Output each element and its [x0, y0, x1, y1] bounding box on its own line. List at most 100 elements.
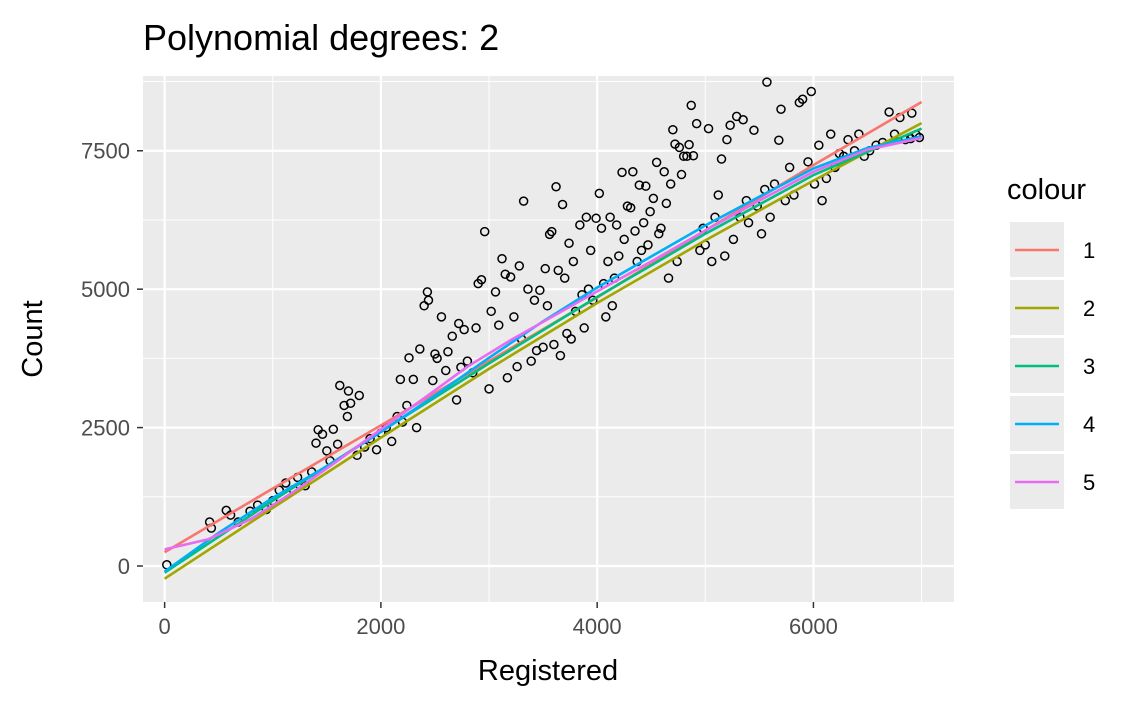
- data-point: [682, 151, 692, 162]
- data-point: [713, 190, 724, 200]
- data-point: [542, 301, 553, 311]
- data-point: [605, 212, 615, 222]
- data-point: [645, 206, 655, 217]
- series-line-3: [163, 127, 923, 574]
- data-point: [591, 213, 601, 224]
- data-point: [648, 193, 659, 204]
- data-point: [484, 384, 494, 394]
- data-point: [774, 135, 784, 145]
- data-point: [451, 395, 462, 405]
- data-point: [743, 217, 754, 228]
- data-point: [486, 306, 496, 317]
- data-point: [423, 295, 434, 305]
- data-point: [430, 349, 440, 359]
- data-point: [611, 220, 622, 230]
- data-point: [643, 240, 653, 250]
- legend: colour 1 2 3 4 5: [1007, 174, 1095, 509]
- data-point: [806, 86, 817, 97]
- data-point: [518, 196, 529, 206]
- data-point: [436, 312, 447, 322]
- data-point: [594, 188, 605, 199]
- data-point: [462, 356, 473, 366]
- data-point: [497, 253, 507, 264]
- data-point: [500, 269, 510, 279]
- data-point: [674, 142, 685, 153]
- data-point: [651, 157, 662, 168]
- fit-lines: [163, 100, 923, 580]
- data-point: [678, 151, 689, 162]
- data-point: [551, 181, 561, 192]
- data-point: [797, 94, 808, 105]
- legend-label-3: 3: [1083, 354, 1095, 379]
- data-point: [494, 320, 504, 330]
- data-point: [659, 167, 669, 177]
- data-point: [538, 342, 548, 353]
- data-point: [415, 344, 425, 354]
- data-point: [684, 139, 694, 150]
- chart-title: Polynomial degrees: 2: [143, 17, 499, 58]
- data-point: [619, 234, 629, 245]
- data-point: [607, 301, 618, 311]
- series-line-5: [164, 136, 922, 551]
- data-point: [328, 424, 339, 435]
- data-point: [546, 226, 557, 237]
- data-point: [453, 318, 464, 329]
- data-point: [722, 134, 732, 145]
- data-point: [404, 353, 414, 363]
- data-point: [476, 275, 487, 285]
- data-point: [559, 273, 570, 283]
- data-point: [335, 380, 345, 391]
- data-point: [343, 386, 354, 396]
- data-point: [544, 229, 555, 240]
- data-point: [601, 312, 611, 322]
- data-point: [526, 356, 536, 366]
- data-point: [512, 361, 522, 372]
- data-point: [654, 229, 664, 239]
- y-tick-label: 2500: [81, 416, 130, 441]
- data-point: [432, 353, 442, 364]
- data-point: [814, 140, 824, 150]
- data-point: [634, 180, 645, 190]
- y-axis-title: Count: [17, 300, 49, 377]
- data-point: [725, 120, 735, 131]
- axes: 0 2000 4000 6000 0 2500 5000 7500: [81, 139, 838, 639]
- data-point: [322, 446, 332, 456]
- data-point: [549, 339, 559, 350]
- x-tick-label: 6000: [789, 614, 838, 639]
- data-point: [555, 350, 566, 361]
- data-point: [579, 323, 589, 333]
- legend-title: colour: [1007, 174, 1086, 206]
- x-tick-label: 4000: [573, 614, 622, 639]
- data-point: [408, 374, 419, 385]
- data-point: [568, 256, 579, 267]
- data-point: [720, 251, 730, 261]
- data-point: [749, 125, 759, 136]
- data-point: [317, 429, 328, 439]
- data-point: [447, 331, 458, 341]
- y-tick-label: 0: [118, 554, 130, 579]
- data-point: [575, 220, 585, 230]
- data-point: [540, 263, 551, 274]
- data-point: [641, 181, 651, 191]
- data-point: [459, 324, 469, 335]
- data-point: [686, 100, 696, 111]
- data-point: [803, 157, 813, 167]
- data-point: [490, 287, 501, 297]
- data-point: [703, 123, 714, 134]
- data-point: [585, 245, 596, 256]
- x-axis-title: Registered: [478, 655, 618, 687]
- data-point: [716, 154, 727, 164]
- data-point: [514, 261, 525, 271]
- data-point: [625, 203, 636, 213]
- data-point: [614, 251, 624, 261]
- data-point: [707, 256, 717, 267]
- data-point: [354, 390, 365, 401]
- data-point: [738, 114, 748, 125]
- data-point: [509, 312, 519, 322]
- data-point: [765, 212, 775, 222]
- data-point: [428, 375, 438, 386]
- legend-label-5: 5: [1083, 470, 1095, 495]
- data-point: [762, 77, 772, 87]
- data-point: [441, 365, 451, 376]
- data-point: [656, 223, 666, 234]
